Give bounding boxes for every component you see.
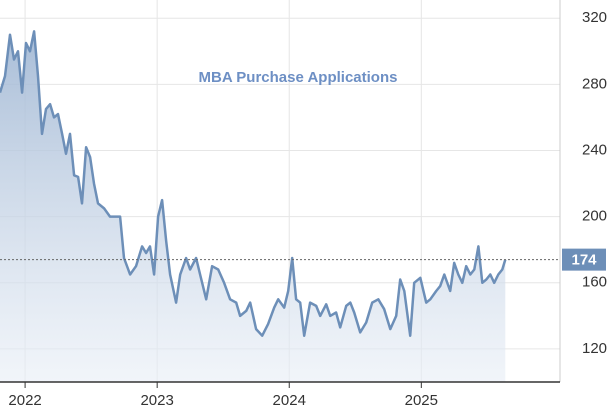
- y-tick-label: 240: [582, 141, 607, 158]
- y-tick-label: 280: [582, 75, 607, 92]
- x-tick-label: 2024: [273, 392, 306, 409]
- line: [0, 30, 507, 337]
- y-tick-label: 200: [582, 208, 607, 225]
- last-value-box: [562, 248, 606, 271]
- y-tick-label: 160: [582, 274, 607, 291]
- plot: [0, 30, 560, 383]
- last-value-label: 174: [571, 252, 597, 269]
- axes: 120 160 200 240 280 320 2022 2023 2024 2025 174: [8, 9, 607, 409]
- x-tick-label: 2023: [140, 392, 173, 409]
- x-tick-label: 2022: [8, 392, 41, 409]
- x-tick-label: 2025: [405, 392, 438, 409]
- area: [0, 31, 506, 383]
- y-tick-label: 320: [582, 9, 607, 26]
- chart-title: MBA Purchase Applications: [199, 69, 398, 86]
- y-tick-label: 120: [582, 340, 607, 357]
